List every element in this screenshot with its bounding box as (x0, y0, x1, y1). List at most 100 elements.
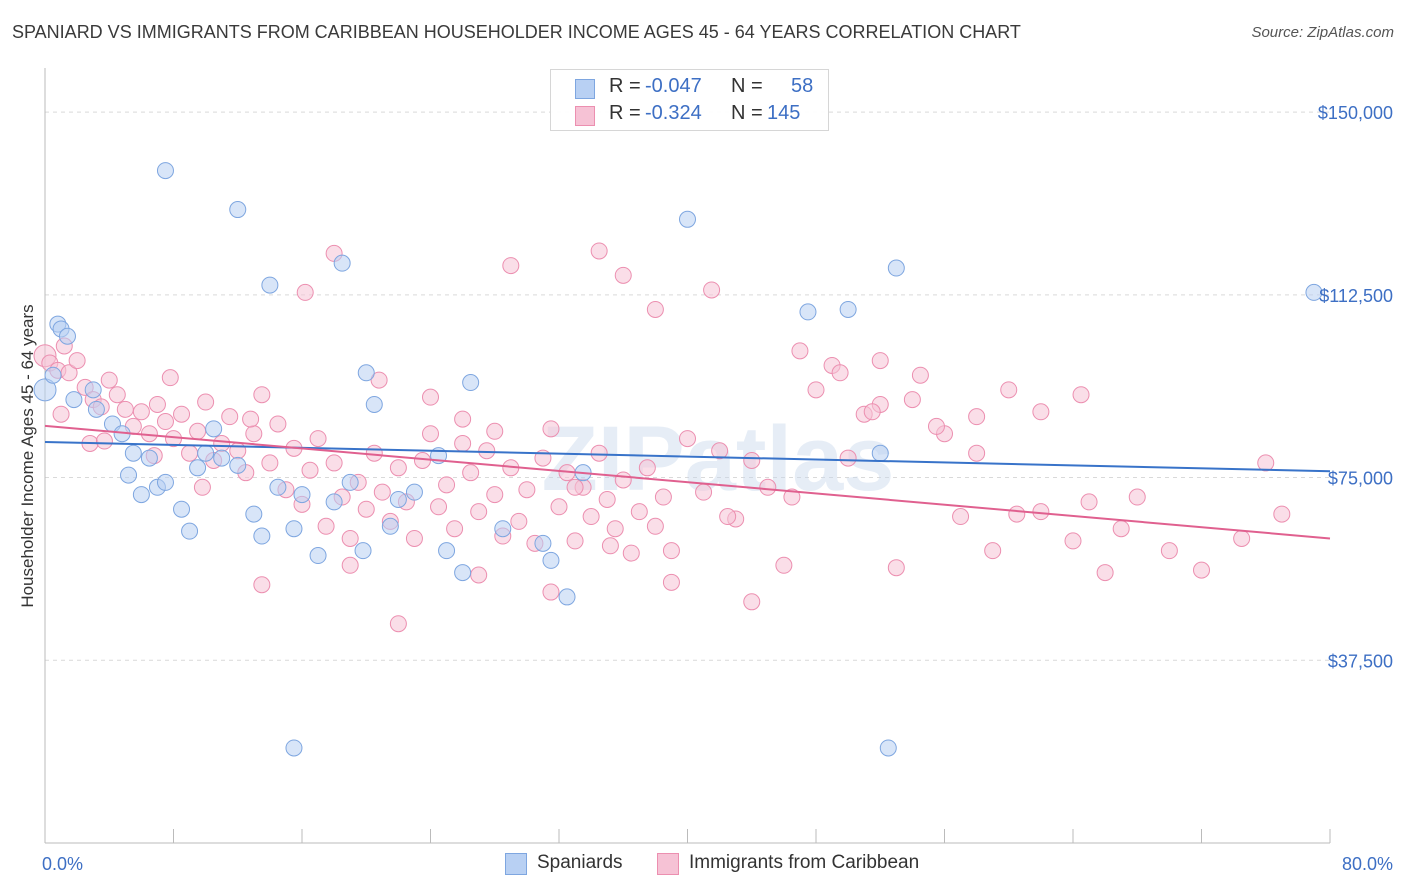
data-point (52, 405, 70, 423)
n-value: 58 (791, 75, 814, 97)
correlation-legend: R = -0.047 N = 58 R = -0.324 N = 145 (550, 69, 829, 131)
data-point (325, 493, 343, 511)
data-point (783, 488, 801, 506)
data-point (606, 520, 624, 538)
data-point (325, 454, 343, 472)
data-point (365, 395, 383, 413)
data-point (253, 527, 271, 545)
data-point (65, 391, 83, 409)
data-point (839, 449, 857, 467)
data-point (630, 503, 648, 521)
data-point (518, 481, 536, 499)
data-point (486, 486, 504, 504)
data-point (197, 393, 215, 411)
data-point (373, 483, 391, 501)
data-point (968, 444, 986, 462)
data-point (743, 452, 761, 469)
data-point (831, 364, 849, 382)
chart-title: SPANIARD VS IMMIGRANTS FROM CARIBBEAN HO… (12, 22, 1021, 42)
data-point (389, 615, 407, 633)
data-point (213, 434, 231, 452)
data-point (33, 378, 57, 402)
data-point (357, 500, 375, 518)
data-point (189, 459, 207, 477)
r-label: R = (609, 75, 641, 97)
data-point (84, 381, 102, 399)
data-point (743, 593, 761, 611)
data-point (542, 420, 560, 438)
data-point (662, 573, 680, 591)
legend-swatch-spaniards (505, 853, 527, 875)
data-point (871, 444, 889, 462)
data-point (193, 478, 211, 496)
trend-lines (44, 424, 1331, 540)
y-tick-label: $37,500 (1328, 651, 1393, 671)
data-point (984, 542, 1002, 560)
data-point (317, 517, 335, 535)
data-point (132, 486, 150, 504)
data-point (590, 444, 608, 462)
data-point (462, 374, 480, 392)
data-point (269, 478, 287, 496)
data-point (550, 498, 568, 516)
data-point (1064, 532, 1082, 550)
data-point (156, 162, 174, 180)
data-point (301, 461, 319, 479)
data-point (839, 300, 857, 318)
data-point (405, 529, 423, 547)
data-point (622, 544, 640, 562)
data-point (1096, 564, 1114, 582)
data-point (1273, 505, 1291, 523)
data-point (486, 422, 504, 440)
data-point (654, 488, 672, 506)
data-point (173, 500, 191, 518)
data-point (502, 257, 520, 275)
data-point (903, 391, 921, 409)
data-point (381, 517, 399, 535)
data-point (1233, 529, 1251, 547)
data-point (1008, 505, 1026, 523)
data-point (911, 366, 929, 384)
data-point (1128, 488, 1146, 506)
tick-labels: $150,000 $112,500 $75,000 $37,500 0.0% 80.0% (42, 103, 1393, 874)
data-point (454, 410, 472, 428)
data-point (120, 466, 138, 484)
data-point (309, 547, 327, 565)
data-point (245, 425, 263, 443)
data-point (422, 388, 439, 406)
data-point (703, 281, 721, 299)
data-point (430, 498, 448, 516)
data-point (229, 456, 247, 474)
series-spaniards (33, 162, 1323, 757)
data-point (542, 551, 560, 569)
r-label: R = (609, 102, 641, 124)
data-point (438, 476, 456, 494)
data-point (87, 400, 105, 418)
data-point (285, 739, 303, 757)
data-point (775, 556, 793, 574)
data-point (614, 266, 632, 284)
data-point (601, 537, 619, 555)
data-point (879, 739, 897, 757)
data-point (354, 542, 372, 560)
legend-swatch-spaniards (575, 79, 595, 99)
data-point (438, 542, 456, 560)
data-point (494, 520, 512, 538)
data-point (370, 371, 388, 389)
data-point (646, 517, 664, 535)
data-point (614, 471, 632, 489)
data-point (205, 420, 223, 438)
data-point (95, 432, 113, 450)
data-point (470, 566, 488, 584)
data-point (470, 503, 488, 521)
data-point (58, 327, 76, 345)
data-point (791, 342, 809, 360)
data-point (132, 403, 150, 421)
n-label: N = (731, 102, 763, 124)
source-label: Source: ZipAtlas.com (1251, 24, 1394, 41)
data-point (253, 576, 271, 594)
series-immigrants-from-caribbean (33, 242, 1291, 633)
r-value: -0.324 (645, 102, 702, 124)
x-tick-label-min: 0.0% (42, 854, 83, 874)
